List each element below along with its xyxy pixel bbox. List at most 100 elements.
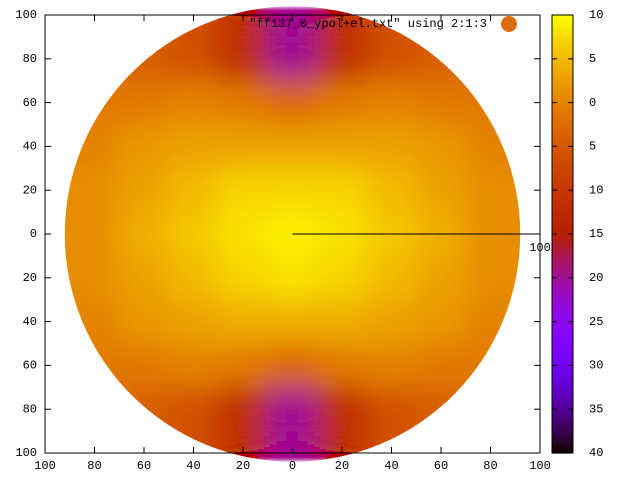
colorbar-tick-label: 0	[589, 96, 596, 110]
heat-cell	[118, 80, 170, 125]
colorbar-band	[552, 445, 573, 450]
colorbar-band	[552, 372, 573, 377]
colorbar-band	[552, 197, 573, 202]
colorbar-band	[552, 314, 573, 319]
heat-cell	[118, 255, 170, 301]
colorbar-band	[552, 383, 573, 388]
colorbar-band	[552, 376, 573, 381]
colorbar-band	[552, 277, 573, 283]
colorbar-band	[552, 259, 573, 264]
colorbar-band	[552, 51, 573, 56]
colorbar-tick-label: 30	[589, 359, 603, 373]
heat-cell	[168, 299, 219, 344]
heat-cell	[366, 386, 417, 432]
colorbar-band	[552, 84, 573, 89]
heat-cell	[465, 167, 516, 213]
heat-cell	[267, 80, 318, 125]
colorbar-band	[552, 390, 573, 396]
heat-cell	[316, 299, 368, 344]
colorbar-band	[552, 164, 573, 169]
heat-cell	[168, 255, 219, 301]
colorbar-band	[552, 190, 573, 195]
y-tick-label: 80	[23, 52, 37, 66]
legend-marker	[501, 16, 517, 32]
heat-cell	[168, 386, 219, 432]
colorbar-band	[552, 161, 573, 166]
heat-cell	[168, 80, 219, 125]
heat-cell	[366, 80, 417, 125]
colorbar-tick-label: 35	[589, 402, 603, 416]
heat-cell	[217, 167, 269, 213]
heat-cell	[168, 167, 219, 213]
colorbar-band	[552, 252, 573, 257]
heat-cell	[316, 386, 368, 432]
heat-cell	[69, 211, 120, 257]
colorbar-band	[552, 102, 573, 107]
colorbar-band	[552, 401, 573, 407]
colorbar-band	[552, 62, 573, 67]
colorbar-band	[552, 296, 573, 301]
heat-cell	[217, 124, 269, 169]
y-tick-label: 100	[15, 446, 37, 460]
heat-cell	[415, 124, 467, 169]
colorbar-band	[552, 263, 573, 268]
heat-cell	[415, 167, 467, 213]
heat-cell	[217, 299, 269, 344]
heat-cell	[168, 211, 219, 257]
x-tick-label: 80	[483, 459, 497, 473]
heat-cell	[366, 255, 417, 301]
y-tick-label: 20	[23, 271, 37, 285]
colorbar-tick-label: 5	[589, 140, 596, 154]
x-tick-label: 40	[384, 459, 398, 473]
heat-cell	[465, 124, 516, 169]
colorbar-band	[552, 44, 573, 49]
colorbar-band	[552, 248, 573, 253]
colorbar-band	[552, 241, 573, 246]
colorbar-band	[552, 328, 573, 334]
colorbar-band	[552, 288, 573, 293]
heat-cell	[465, 343, 516, 388]
heat-cell	[69, 80, 120, 125]
colorbar-band	[552, 380, 573, 385]
x-tick-label: 20	[236, 459, 250, 473]
colorbar-band	[552, 354, 573, 359]
colorbar-band	[552, 427, 573, 432]
y-tick-label: 40	[23, 315, 37, 329]
colorbar-band	[552, 412, 573, 418]
colorbar-band	[552, 124, 573, 129]
heat-cell	[118, 299, 170, 344]
colorbar-band	[552, 255, 573, 261]
heat-cell	[69, 124, 120, 169]
heat-cell	[267, 343, 318, 388]
colorbar-band	[552, 73, 573, 78]
heat-cell	[366, 36, 417, 82]
colorbar-band	[552, 208, 573, 213]
colorbar-band	[552, 168, 573, 173]
colorbar-band	[552, 113, 573, 118]
colorbar-band	[552, 58, 573, 64]
colorbar-tick-label: 10	[589, 8, 603, 22]
colorbar-band	[552, 150, 573, 155]
heat-cell	[267, 299, 318, 344]
colorbar-band	[552, 193, 573, 199]
colorbar-band	[552, 106, 573, 111]
colorbar-band	[552, 66, 573, 71]
heat-cell	[366, 124, 417, 169]
colorbar-band	[552, 98, 573, 104]
heat-cell	[415, 255, 467, 301]
colorbar-band	[552, 431, 573, 436]
heat-cell	[316, 80, 368, 125]
colorbar-band	[552, 120, 573, 126]
heat-cell	[118, 211, 170, 257]
colorbar-band	[552, 153, 573, 158]
colorbar-band	[552, 409, 573, 414]
x-tick-label: 0	[289, 459, 296, 473]
colorbar-band	[552, 15, 573, 20]
colorbar-band	[552, 33, 573, 38]
heat-cell	[415, 386, 467, 432]
colorbar-band	[552, 270, 573, 275]
colorbar-band	[552, 18, 573, 23]
colorbar-band	[552, 88, 573, 93]
colorbar-band	[552, 109, 573, 115]
colorbar-band	[552, 325, 573, 330]
